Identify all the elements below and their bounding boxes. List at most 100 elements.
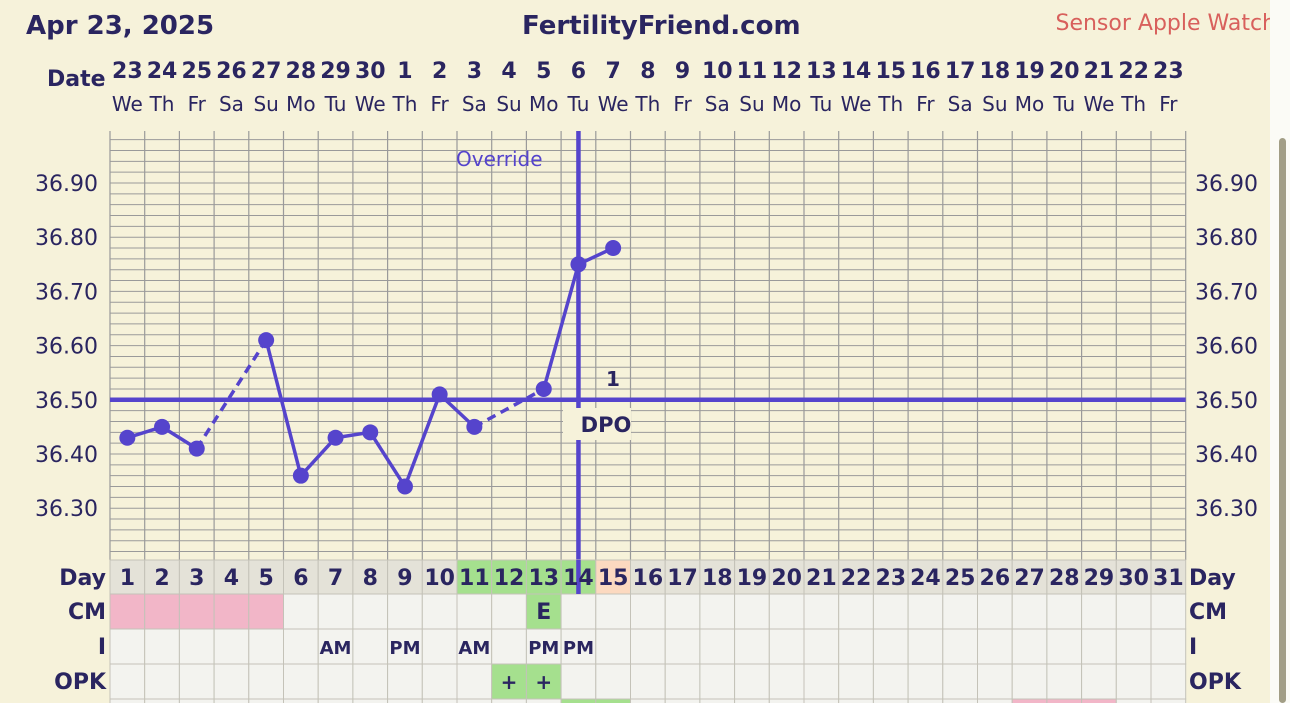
row-cell: [768, 628, 805, 665]
temp-segment: [264, 339, 303, 477]
row-cell: [248, 663, 285, 700]
cycle-day-tick: 14: [563, 566, 594, 591]
weekday-tick: Su: [496, 92, 521, 116]
cycle-day-tick: 13: [528, 566, 559, 591]
row-cell: [178, 628, 215, 665]
day-label-left: Day: [59, 566, 106, 591]
temp-point: [396, 478, 413, 495]
row-cell: [630, 663, 666, 700]
weekday-tick: Mo: [1015, 92, 1045, 116]
cycle-day-tick: 24: [910, 566, 941, 591]
row-cell: [248, 698, 285, 703]
weekday-tick: Su: [982, 92, 1007, 116]
row-cell: [1115, 698, 1152, 703]
temp-tick-right: 36.40: [1195, 443, 1258, 468]
row-cell: [1011, 628, 1048, 665]
cm-entry: E: [536, 600, 551, 625]
chart-date: Apr 23, 2025: [26, 11, 214, 41]
row-cell: [283, 698, 319, 703]
opk-entry: +: [535, 670, 552, 694]
row-cell: [317, 663, 354, 700]
weekday-tick: Th: [877, 92, 903, 116]
row-cell: [352, 663, 389, 700]
row-cell: [1150, 663, 1187, 700]
row-cell: [352, 593, 389, 630]
temp-segment-dashed: [473, 387, 545, 429]
date-tick: 25: [181, 59, 212, 84]
weekday-tick: Mo: [286, 92, 316, 116]
dpo-label: DPO: [581, 413, 632, 437]
row-cell: [977, 628, 1013, 665]
row-cell: [907, 663, 944, 700]
scrollbar-thumb[interactable]: [1279, 138, 1286, 703]
date-tick: 26: [216, 59, 247, 84]
row-cell: [734, 663, 770, 700]
date-tick: 30: [355, 59, 386, 84]
row-cell: [144, 628, 180, 665]
cycle-day-tick: 30: [1118, 566, 1149, 591]
intercourse-label-left: I: [98, 635, 106, 660]
temp-point: [570, 256, 587, 273]
row-cell: [178, 593, 215, 630]
row-cell: [1081, 559, 1117, 595]
row-cell: [144, 593, 180, 630]
weekday-tick: We: [1083, 92, 1114, 116]
intercourse-entry: PM: [528, 638, 559, 659]
row-cell: [977, 559, 1013, 595]
temp-tick-right: 36.80: [1195, 226, 1258, 251]
cycle-day-tick: 3: [189, 566, 204, 591]
row-cell: [1011, 698, 1048, 703]
weekday-tick: Sa: [219, 92, 244, 116]
date-tick: 15: [875, 59, 906, 84]
date-axis: 23 24 25 26 27 28 29 30 1 2 3 4 5 6 7 8 9 10 11 12 13 14 15 16 1…: [112, 59, 1184, 116]
row-cell: [977, 593, 1013, 630]
temp-tick-left: 36.30: [35, 497, 98, 522]
date-tick: 1: [397, 59, 412, 84]
opk-entry: +: [501, 670, 518, 694]
date-tick: 13: [806, 59, 837, 84]
temp-tick-left: 36.40: [35, 443, 98, 468]
temp-point: [154, 418, 171, 435]
row-cell: [838, 663, 874, 700]
row-cell: [664, 628, 701, 665]
cycle-day-tick: 2: [154, 566, 169, 591]
row-cell: [1115, 628, 1152, 665]
row-cell: [872, 663, 909, 700]
intercourse-entry: AM: [458, 638, 490, 659]
row-cell: [872, 593, 909, 630]
cycle-day-tick: 9: [397, 566, 412, 591]
cm-label-left: CM: [68, 600, 106, 625]
row-cell: [977, 663, 1013, 700]
row-cell: [1081, 593, 1117, 630]
cycle-day-tick: 17: [667, 566, 698, 591]
row-cell: [387, 559, 423, 595]
row-cell: [387, 698, 423, 703]
row-cell: [456, 663, 493, 700]
temp-point: [362, 424, 379, 441]
weekday-tick: Sa: [462, 92, 487, 116]
date-tick: 22: [1118, 59, 1149, 84]
date-tick: 3: [467, 59, 482, 84]
row-cell: [768, 593, 805, 630]
row-cell: [595, 628, 631, 665]
vertical-scrollbar[interactable]: [1270, 0, 1290, 703]
row-cell: [768, 698, 805, 703]
temp-point: [327, 429, 344, 446]
row-cell: [1046, 628, 1083, 665]
row-cell: [283, 663, 319, 700]
cycle-day-tick: 10: [424, 566, 455, 591]
date-tick: 16: [910, 59, 941, 84]
row-cell: [664, 698, 701, 703]
row-cell: [803, 593, 840, 630]
row-cell: [421, 663, 458, 700]
weekday-tick: Th: [149, 92, 175, 116]
row-cell: [421, 628, 458, 665]
row-cell: [109, 698, 146, 703]
weekday-tick: Tu: [324, 92, 347, 116]
row-cell: [664, 663, 701, 700]
row-cell: [1081, 698, 1117, 703]
row-cell: [1150, 559, 1187, 595]
site-title[interactable]: FertilityFriend.com: [522, 11, 801, 41]
date-tick: 11: [737, 59, 768, 84]
